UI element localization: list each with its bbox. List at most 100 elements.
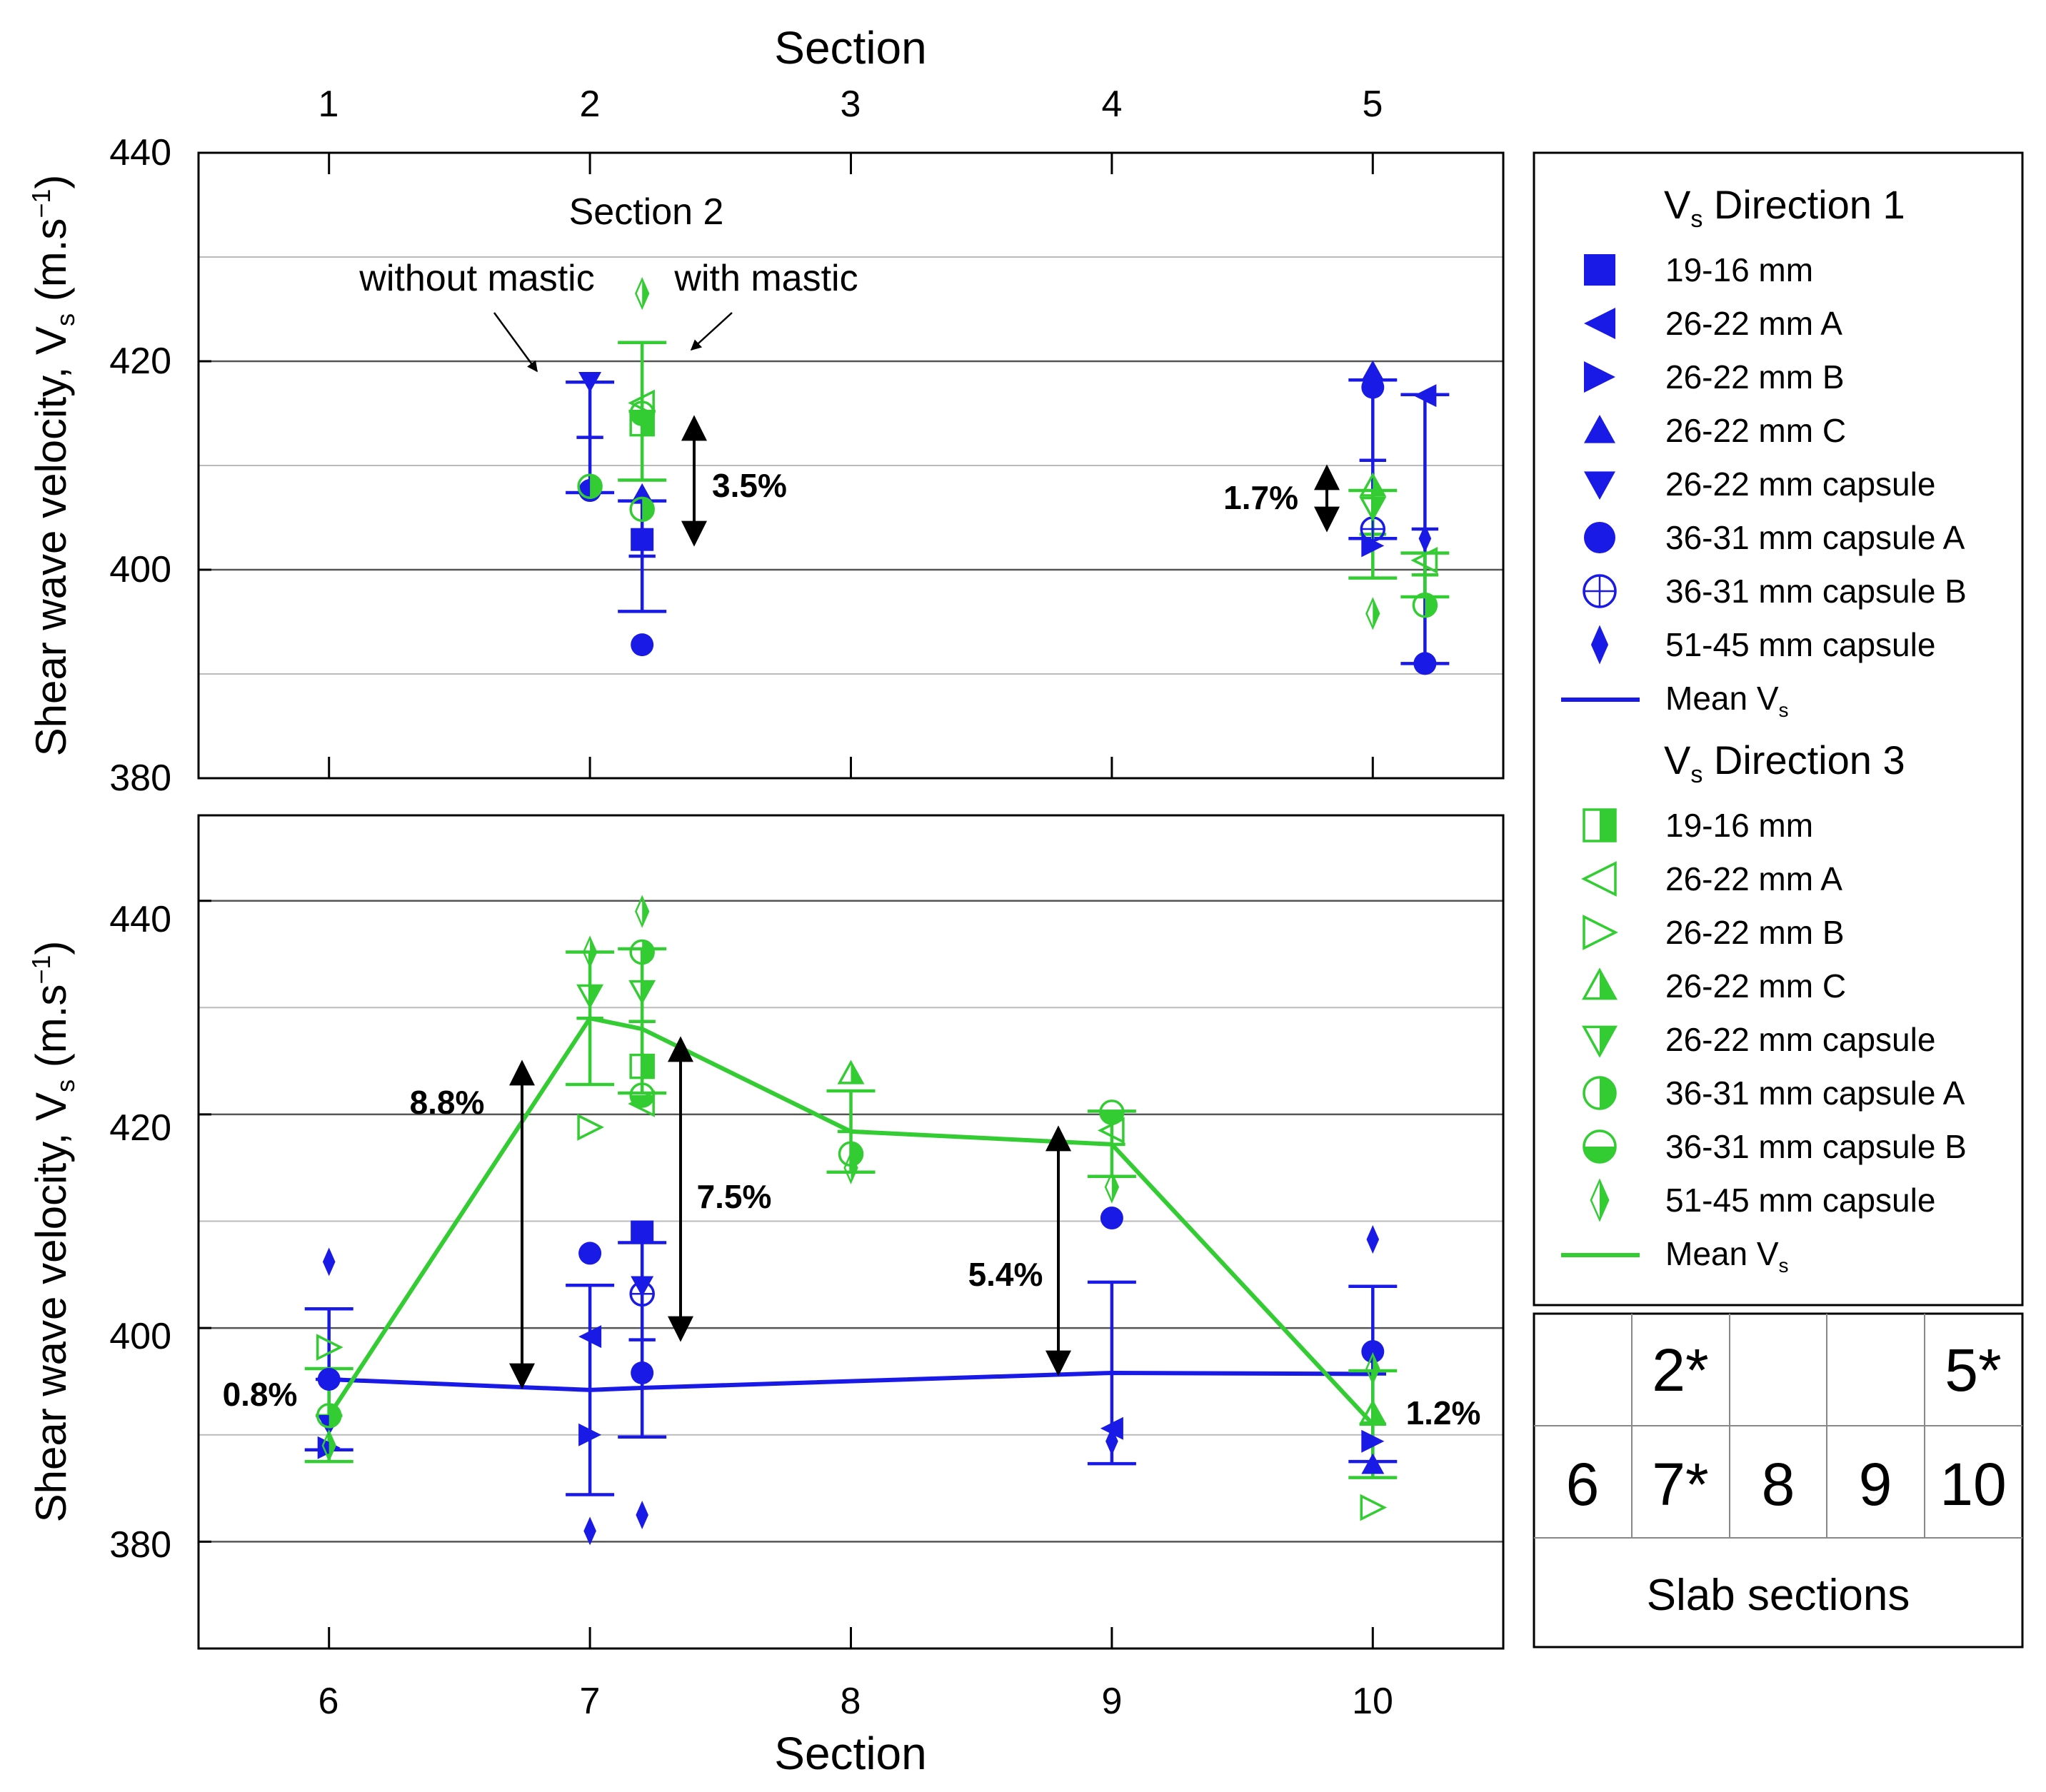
legend-marker-shape	[1584, 361, 1615, 393]
data-point-fill	[642, 1054, 654, 1078]
data-point-outline	[1359, 496, 1387, 522]
legend-item-label: 36-31 mm capsule A	[1665, 519, 1965, 556]
data-point	[628, 389, 655, 417]
legend-marker-shape	[1583, 915, 1618, 950]
top-ytick-labels: 440 420 400 380	[109, 132, 171, 799]
data-point-shape	[583, 1516, 596, 1546]
data-point	[1361, 1340, 1385, 1364]
data-point	[629, 939, 655, 965]
data-point	[837, 1059, 865, 1084]
data-point-outline	[837, 1059, 865, 1084]
data-point	[1412, 592, 1438, 618]
data-point-shape	[1105, 1426, 1118, 1456]
legend-marker	[1590, 1178, 1610, 1222]
slab-sections-diagram: 2* 5* 6 7* 8 9 10 Slab sections	[1533, 1312, 2024, 1648]
data-point	[635, 895, 650, 928]
data-point-fill	[642, 279, 648, 308]
legend-item-label: 51-45 mm capsule	[1665, 626, 1935, 663]
data-point-fill	[1373, 599, 1380, 628]
top-ytick-label: 440	[109, 132, 171, 173]
data-point-outline	[629, 1053, 655, 1079]
legend: Vs Direction 1 19-16 mm 26-22 mm A 26-22 m…	[1533, 151, 2024, 1307]
data-point-shape	[631, 1220, 654, 1244]
legend-marker-outline	[1582, 1025, 1618, 1058]
data-point	[1361, 360, 1385, 381]
top-xtick-labels: 1 2 3 4 5	[319, 84, 1383, 125]
legend-marker	[1583, 1129, 1617, 1164]
data-point	[1361, 376, 1385, 399]
data-point	[843, 1151, 858, 1184]
legend-marker	[1584, 254, 1615, 286]
data-point	[1361, 1429, 1385, 1453]
slab-cell: 9	[1859, 1451, 1892, 1518]
data-point	[577, 473, 603, 499]
data-point-fill	[329, 1431, 336, 1460]
legend-marker-outline	[1583, 1129, 1617, 1164]
annotation-8-8pct: 8.8%	[410, 1084, 485, 1121]
data-point	[1099, 1099, 1125, 1125]
data-point-outline	[635, 895, 650, 928]
data-point-shape	[1361, 1453, 1385, 1474]
data-point-outline	[1099, 1099, 1125, 1125]
data-point-fill	[1111, 1172, 1118, 1202]
legend-marker-outline	[1590, 1178, 1610, 1222]
legend-marker-fill	[1600, 810, 1615, 841]
data-point-shape	[631, 1361, 654, 1384]
legend-marker	[1582, 967, 1618, 1000]
bottom-xtick-label: 10	[1352, 1681, 1393, 1722]
data-point-shape	[636, 1500, 648, 1529]
legend-dir3-mean-label: Mean Vs	[1665, 1235, 1789, 1277]
data-point-outline	[321, 1429, 336, 1462]
data-point	[578, 1242, 602, 1265]
annotation-with-mastic: with mastic	[673, 258, 858, 299]
data-point	[1413, 384, 1437, 408]
bottom-ytick-labels: 440 420 400 380	[109, 899, 171, 1566]
data-point-shape	[1361, 1429, 1385, 1453]
bottom-ytick-label: 380	[109, 1524, 171, 1566]
data-point	[1365, 1351, 1380, 1386]
data-point	[1418, 524, 1432, 553]
data-point	[1413, 652, 1437, 675]
legend-marker	[1584, 415, 1615, 443]
legend-marker	[1583, 1076, 1617, 1110]
legend-marker-shape	[1584, 308, 1615, 339]
bottom-ytick-label: 420	[109, 1107, 171, 1149]
legend-marker-fill	[1600, 1180, 1609, 1220]
data-point	[631, 633, 654, 657]
data-point	[629, 1082, 655, 1108]
legend-item-label: 26-22 mm capsule	[1665, 1021, 1935, 1058]
data-point-shape	[322, 1247, 336, 1277]
data-point-shape	[578, 1242, 602, 1265]
legend-marker-shape	[1584, 254, 1615, 286]
annotation-1-2pct: 1.2%	[1406, 1394, 1481, 1431]
top-xtick-label: 3	[841, 84, 861, 125]
data-point-outline	[628, 980, 656, 1005]
top-xtick-label: 4	[1102, 84, 1123, 125]
legend-marker-shape	[1584, 471, 1615, 500]
data-point-shape	[1413, 652, 1437, 675]
data-point-shape	[578, 1423, 602, 1446]
data-point-shape	[631, 633, 654, 657]
top-plot-frame	[197, 151, 1505, 780]
data-point-outline	[843, 1151, 858, 1184]
data-point-outline	[635, 276, 650, 311]
legend-marker	[1583, 574, 1617, 608]
data-point-shape	[1360, 1494, 1388, 1521]
data-point-outline	[629, 496, 655, 523]
legend-dir1-items: 19-16 mm 26-22 mm A 26-22 mm B 26-22 mm C 26…	[1583, 251, 1967, 665]
data-point-shape	[1413, 384, 1437, 408]
data-point-outline	[1365, 597, 1380, 630]
data-point-fill	[1373, 1354, 1380, 1384]
data-point	[577, 1114, 605, 1141]
data-point-shape	[1418, 524, 1432, 553]
bottom-xtick-label: 8	[841, 1681, 861, 1722]
legend-marker-fill	[1600, 1077, 1615, 1109]
legend-marker	[1584, 308, 1615, 339]
top-ytick-label: 380	[109, 757, 171, 799]
legend-item-label: 51-45 mm capsule	[1665, 1182, 1935, 1219]
legend-marker	[1590, 625, 1609, 665]
legend-marker	[1582, 1025, 1618, 1058]
slab-frame	[1533, 1312, 2024, 1648]
data-point-outline	[577, 473, 603, 499]
legend-marker	[1583, 808, 1617, 842]
